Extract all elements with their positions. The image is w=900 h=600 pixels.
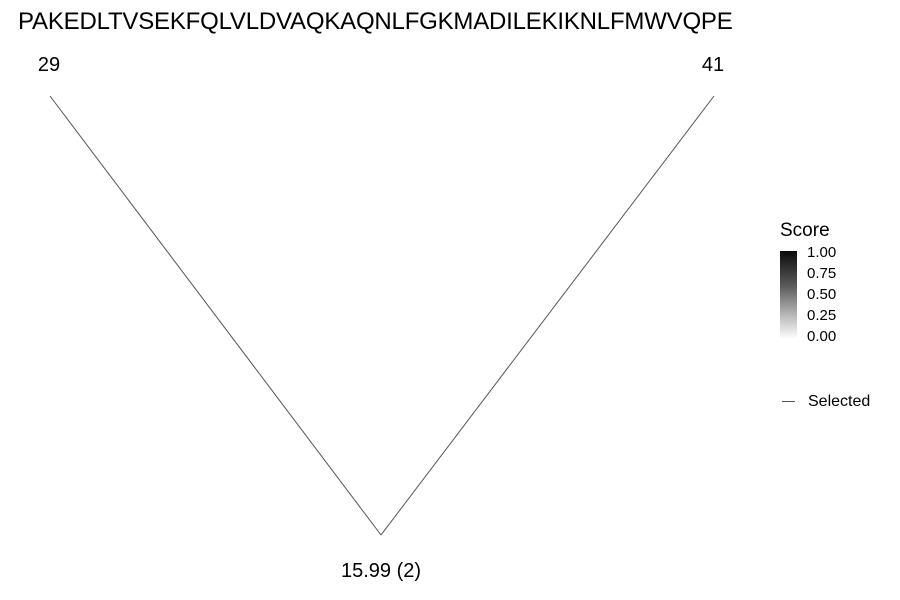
legend-tick-label: 0.75	[807, 265, 837, 282]
legend-tick-label: 0.50	[807, 286, 837, 303]
right-fragment-line	[380, 95, 715, 536]
legend-tick-label: 1.00	[807, 244, 837, 261]
legend-tick-mark	[797, 337, 800, 338]
bottom-node-label: 15.99 (2)	[341, 560, 421, 582]
left-fragment-line	[49, 95, 382, 536]
legend-tick-label: 0.25	[807, 307, 837, 324]
legend-title: Score	[780, 220, 830, 241]
legend-tick-mark	[797, 295, 800, 296]
left-node-label: 29	[38, 54, 60, 76]
score-gradient-bar	[780, 251, 797, 338]
legend-tick-mark	[797, 253, 800, 254]
selected-legend-label: Selected	[808, 393, 871, 410]
selected-legend-key: Selected	[780, 391, 900, 413]
score-legend: Score 1.00 0.75 0.50 0.25 0.00	[780, 220, 890, 345]
legend-tick-label: 0.00	[807, 328, 837, 345]
peptide-sequence: PAKEDLTVSEKFQLVLDVAQKAQNLFGKMADILEKIKNLF…	[18, 8, 733, 35]
legend-tick-mark	[797, 274, 800, 275]
selected-line-swatch	[782, 401, 795, 402]
right-node-label: 41	[702, 54, 724, 76]
legend-tick-mark	[797, 316, 800, 317]
